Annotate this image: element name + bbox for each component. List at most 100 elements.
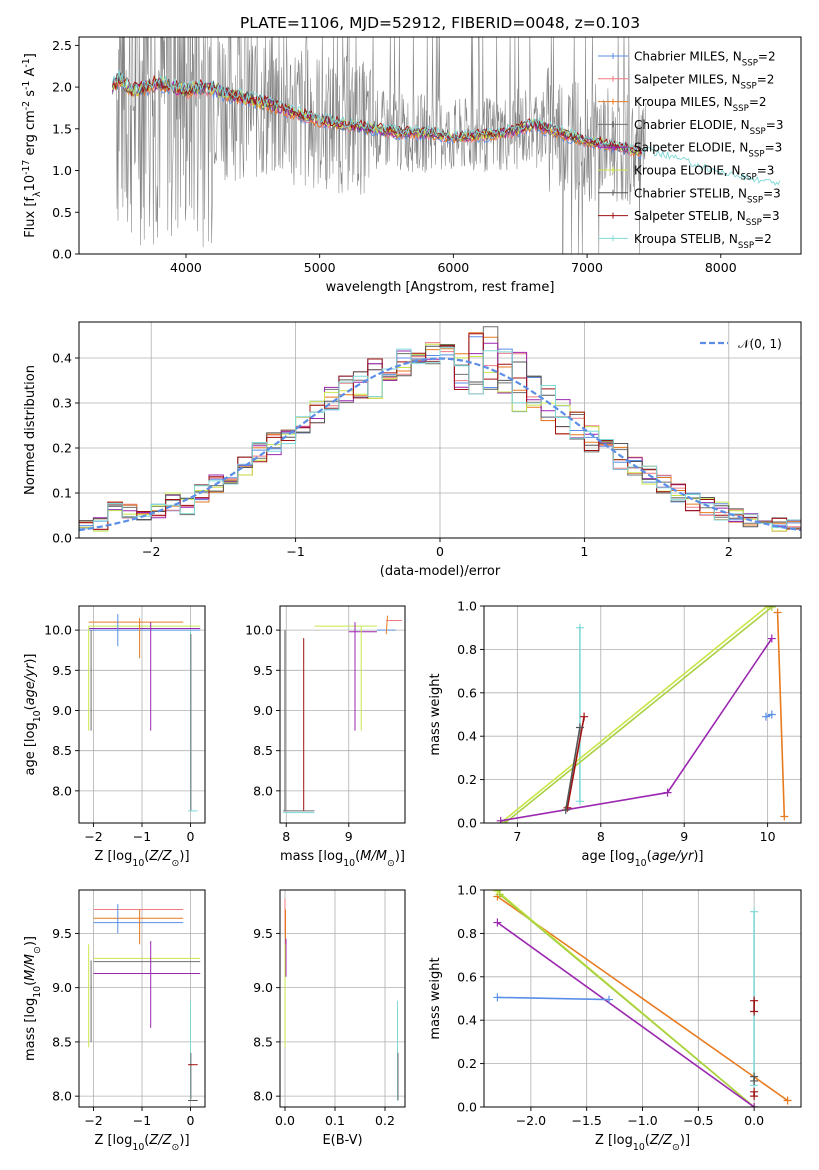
y-axis-label: age [log10(age/yr)] <box>23 653 43 775</box>
y-tick-label: 9.0 <box>253 703 273 718</box>
y-tick-label: 9.0 <box>253 980 273 995</box>
y-tick-label: 0.6 <box>457 685 477 700</box>
y-tick-label: 1.5 <box>52 121 72 136</box>
plot-area <box>88 614 201 812</box>
legend: Chabrier MILES, NSSP=2 Salpeter MILES, NS… <box>598 50 783 251</box>
x-axis-label: E(B-V) <box>322 1133 362 1148</box>
y-tick-label: 8.0 <box>253 1089 273 1104</box>
y-tick-label: 8.0 <box>52 1089 72 1104</box>
legend-label: Chabrier MILES, NSSP=2 <box>634 50 776 69</box>
x-axis-label: wavelength [Angstrom, rest frame] <box>326 280 555 295</box>
axes-frame <box>279 889 406 1108</box>
data-marker <box>780 812 789 821</box>
legend-label: Chabrier STELIB, NSSP=3 <box>634 186 781 205</box>
x-tick-label: −1.5 <box>572 1113 602 1128</box>
y-tick-label: 9.0 <box>52 703 72 718</box>
y-tick-label: 9.5 <box>52 926 72 941</box>
panel-spectrum: 4000 5000 6000 7000 8000 0.0 0.5 1.0 1.5 2.0 2.5 wa… <box>21 14 802 295</box>
data-marker <box>663 788 672 797</box>
data-marker <box>580 712 589 721</box>
x-tick-label: 5000 <box>304 260 336 275</box>
y-tick-label: 9.0 <box>52 980 72 995</box>
panel-weight-vs-Z: −2.0 −1.5 −1.0 −0.5 0.0 0.0 0.2 0.4 0.6 0.8 1.0 Z [… <box>428 883 802 1153</box>
legend-label: Kroupa ELODIE, NSSP=3 <box>634 164 774 183</box>
plot-area <box>496 606 789 823</box>
x-tick-label: −2 <box>84 829 102 844</box>
data-marker <box>575 623 584 632</box>
y-axis-label: Flux [fλ10-17 erg cm-2 s-1 A-1] <box>21 53 43 238</box>
x-axis-label: Z [log10(Z/Z⊙)] <box>94 1133 189 1153</box>
y-tick-label: 0.4 <box>457 729 477 744</box>
x-tick-label: −1 <box>133 1113 151 1128</box>
data-marker <box>561 805 570 814</box>
data-marker <box>750 1007 759 1016</box>
y-tick-label: 0.6 <box>457 969 477 984</box>
grid-lines <box>79 606 205 823</box>
y-tick-label: 2.0 <box>52 80 72 95</box>
plot-area <box>79 326 801 532</box>
axes-frame <box>78 36 802 255</box>
error-bar-4 <box>385 615 388 635</box>
data-marker <box>575 797 584 806</box>
x-tick-label: 6000 <box>437 260 469 275</box>
x-tick-label: 9 <box>680 829 688 844</box>
y-tick-label: 0.0 <box>52 247 72 262</box>
y-tick-label: 0.8 <box>457 926 477 941</box>
y-tick-label: 0.4 <box>457 1013 477 1028</box>
data-marker <box>767 710 776 719</box>
chart-title: PLATE=1106, MJD=52912, FIBERID=0048, z=0… <box>240 14 640 32</box>
weight-line-5 <box>566 716 585 808</box>
y-tick-label: 8.5 <box>52 1034 72 1049</box>
weight-line-3 <box>496 921 755 1107</box>
data-marker <box>773 608 782 617</box>
x-tick-label: −0.5 <box>683 1113 713 1128</box>
x-tick-label: 0 <box>186 829 194 844</box>
gaussian-curve <box>79 357 801 532</box>
data-marker <box>761 712 770 721</box>
plot-area <box>493 890 792 1107</box>
data-marker <box>493 993 502 1002</box>
x-axis-label: Z [log10(Z/Z⊙)] <box>94 849 189 869</box>
weight-line-4 <box>776 612 786 817</box>
plot-area <box>283 615 402 814</box>
y-tick-label: 0.0 <box>52 531 72 546</box>
weight-line-2 <box>504 606 773 823</box>
y-tick-label: 8.5 <box>253 743 273 758</box>
axes-frame <box>78 889 206 1108</box>
y-axis-label: mass weight <box>428 673 443 755</box>
legend-label: Salpeter STELIB, NSSP=3 <box>634 209 780 228</box>
y-tick-label: 9.5 <box>253 926 273 941</box>
grid-lines <box>280 890 405 1107</box>
data-marker <box>495 890 504 899</box>
weight-line-1 <box>500 606 769 823</box>
y-tick-label: 0.5 <box>52 205 72 220</box>
y-axis-label: mass weight <box>428 957 443 1039</box>
x-tick-label: 0 <box>436 544 444 559</box>
y-tick-label: 8.5 <box>253 1034 273 1049</box>
x-tick-label: 0 <box>186 1113 194 1128</box>
axes-frame <box>78 321 802 539</box>
x-tick-label: 2 <box>725 544 733 559</box>
panel-mass-vs-Z: −2 −1 0 8.0 8.5 9.0 9.5 Z [log10(Z/Z⊙)] mass [lo… <box>23 889 206 1153</box>
x-tick-label: 0.2 <box>375 1113 395 1128</box>
y-tick-label: 10.0 <box>245 623 273 638</box>
panel-residuals: −2 −1 0 1 2 0.0 0.1 0.2 0.3 0.4 (data-model)/error… <box>23 321 802 579</box>
y-axis-label: Normed distribution <box>23 365 38 495</box>
x-tick-label: 7000 <box>571 260 603 275</box>
panel-weight-vs-age: 7 8 9 10 0.0 0.2 0.4 0.6 0.8 1.0 age [log10(age/yr… <box>428 599 802 869</box>
x-tick-label: 0.0 <box>275 1113 295 1128</box>
y-tick-label: 9.5 <box>253 663 273 678</box>
y-tick-label: 8.5 <box>52 743 72 758</box>
data-marker <box>763 606 772 610</box>
x-tick-label: 9 <box>345 829 353 844</box>
data-marker <box>767 606 776 612</box>
x-tick-label: 7 <box>513 829 521 844</box>
y-tick-label: 1.0 <box>457 599 477 614</box>
weight-line-4 <box>497 996 610 1001</box>
x-tick-label: 1 <box>580 544 588 559</box>
x-tick-label: −2.0 <box>516 1113 546 1128</box>
data-marker <box>750 1103 759 1107</box>
y-tick-label: 0.4 <box>52 351 72 366</box>
data-marker <box>750 996 759 1005</box>
histogram-8 <box>79 347 801 530</box>
